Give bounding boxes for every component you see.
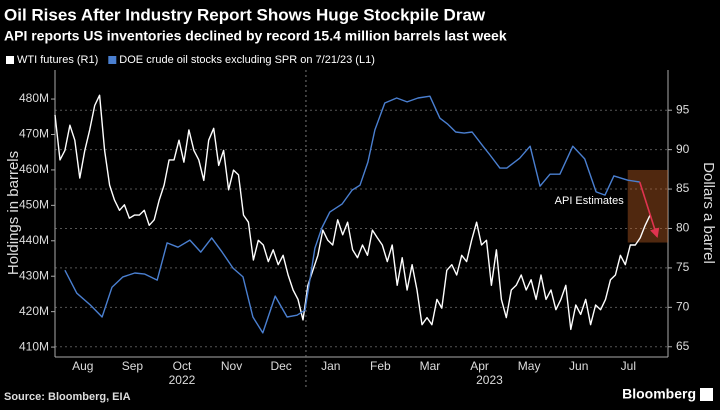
legend-label: DOE crude oil stocks excluding SPR on 7/… bbox=[119, 54, 375, 66]
x-tick-label: Aug bbox=[72, 359, 93, 373]
annotation-line bbox=[638, 181, 660, 239]
series-line bbox=[64, 95, 640, 334]
chart-title: Oil Rises After Industry Report Shows Hu… bbox=[4, 5, 486, 24]
y2-tick-label: 65 bbox=[676, 339, 690, 353]
y2-axis-label: Dollars a barrel bbox=[700, 162, 717, 264]
chart-subtitle: API reports US inventories declined by r… bbox=[4, 28, 507, 44]
source: Source: Bloomberg, EIA bbox=[4, 391, 131, 403]
y2-tick-label: 95 bbox=[676, 102, 690, 116]
brand: Bloomberg bbox=[622, 386, 696, 402]
x-tick-label: Oct bbox=[173, 359, 192, 373]
y-tick-label: 440M bbox=[19, 233, 49, 247]
x-tick-label: Jan bbox=[321, 359, 340, 373]
y-tick-label: 480M bbox=[19, 91, 49, 105]
y-tick-label: 450M bbox=[19, 198, 49, 212]
legend-swatch bbox=[108, 56, 117, 64]
y2-tick-label: 90 bbox=[676, 142, 690, 156]
y-tick-label: 430M bbox=[19, 268, 49, 282]
y-tick-label: 410M bbox=[19, 339, 49, 353]
x-tick-label: Nov bbox=[221, 359, 242, 373]
x-tick-label: Jul bbox=[621, 359, 636, 373]
year-label: 2022 bbox=[169, 373, 196, 387]
x-tick-label: Feb bbox=[370, 359, 391, 373]
x-tick-label: Apr bbox=[470, 359, 489, 373]
legend-swatch bbox=[6, 56, 14, 64]
series-line bbox=[54, 94, 651, 331]
y2-tick-label: 85 bbox=[676, 181, 690, 195]
x-tick-label: Dec bbox=[270, 359, 291, 373]
x-tick-label: Mar bbox=[420, 359, 441, 373]
year-label: 2023 bbox=[476, 373, 503, 387]
y-tick-label: 470M bbox=[19, 127, 49, 141]
y-tick-label: 460M bbox=[19, 162, 49, 176]
brand-icon bbox=[700, 388, 713, 401]
y-tick-label: 420M bbox=[19, 304, 49, 318]
x-tick-label: Jun bbox=[569, 359, 588, 373]
x-tick-label: May bbox=[518, 359, 541, 373]
y2-tick-label: 80 bbox=[676, 221, 690, 235]
y2-tick-label: 70 bbox=[676, 299, 690, 313]
legend-label: WTI futures (R1) bbox=[17, 54, 98, 66]
annotation-label: API Estimates bbox=[555, 195, 625, 207]
y2-tick-label: 75 bbox=[676, 260, 690, 274]
x-tick-label: Sep bbox=[122, 359, 144, 373]
y-axis-label: Holdings in barrels bbox=[5, 151, 22, 275]
